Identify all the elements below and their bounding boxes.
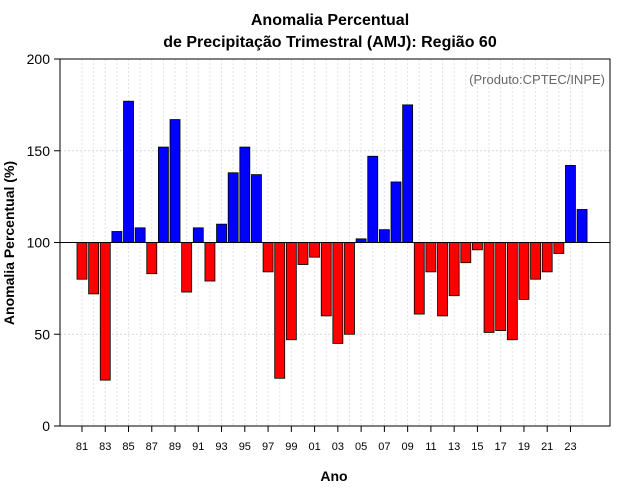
gridlines: [60, 58, 610, 427]
bar-11: [425, 242, 437, 273]
product-credit: (Produto:CPTEC/INPE): [469, 72, 605, 87]
bar-87: [146, 242, 158, 275]
x-tick-label: 03: [332, 441, 344, 453]
bar-93: [216, 223, 227, 243]
bar-07: [378, 229, 390, 243]
y-tick-label: 0: [42, 418, 50, 434]
y-tick-label: 150: [27, 143, 51, 159]
x-tick-label: 83: [99, 441, 111, 453]
bar-97: [262, 242, 274, 273]
bar-85: [123, 100, 134, 243]
bar-89: [169, 119, 181, 243]
bar-88: [158, 146, 169, 243]
x-tick-label: 87: [146, 441, 158, 453]
x-axis-label: Ano: [320, 468, 347, 484]
bar-91: [192, 227, 204, 243]
chart-title-line2: de Precipitação Trimestral (AMJ): Região…: [163, 34, 497, 51]
bar-84: [111, 231, 123, 243]
x-tick-label: 07: [378, 441, 390, 453]
bar-15: [472, 242, 483, 251]
bar-12: [437, 242, 448, 317]
x-tick-label: 99: [285, 441, 297, 453]
bar-94: [227, 172, 239, 243]
bar-21: [541, 242, 553, 273]
bar-95: [239, 146, 251, 243]
x-tick-label: 09: [402, 441, 414, 453]
bar-02: [320, 242, 332, 317]
bar-96: [251, 174, 262, 243]
bar-86: [134, 227, 146, 243]
x-tick-label: 93: [215, 441, 227, 453]
bar-04: [344, 242, 355, 335]
bar-82: [88, 242, 100, 295]
bar-14: [460, 242, 472, 264]
bar-06: [367, 155, 379, 243]
y-tick-label: 200: [27, 51, 51, 67]
x-tick-label: 95: [239, 441, 251, 453]
bar-92: [204, 242, 216, 282]
x-tick-label: 81: [76, 441, 88, 453]
bar-00: [297, 242, 309, 265]
y-axis-label: Anomalia Percentual (%): [1, 161, 17, 325]
x-tick-label: 01: [308, 441, 320, 453]
bar-23: [565, 165, 576, 243]
x-tick-label: 05: [355, 441, 367, 453]
bar-03: [332, 242, 344, 344]
bar-10: [413, 242, 425, 315]
x-tick-label: 89: [169, 441, 181, 453]
x-axis: 81 83 85 87 89 91 93 95 97 99 01 03 05 07 09 11 13 15 17 19…: [76, 426, 577, 453]
bar-08: [390, 181, 402, 243]
x-tick-label: 85: [122, 441, 134, 453]
bar-13: [448, 242, 460, 297]
bar-22: [553, 242, 565, 254]
bar-90: [181, 242, 193, 293]
x-tick-label: 11: [425, 441, 436, 453]
bar-17: [495, 242, 507, 331]
bar-99: [285, 242, 297, 341]
x-tick-label: 19: [518, 441, 530, 453]
y-tick-label: 50: [34, 326, 50, 342]
x-tick-label: 97: [262, 441, 274, 453]
bars: [76, 100, 588, 381]
bar-81: [76, 242, 88, 280]
bar-01: [309, 242, 321, 258]
bar-24: [576, 209, 588, 243]
bar-83: [99, 242, 111, 381]
bar-09: [402, 104, 414, 243]
y-axis: 0 50 100 150 200: [27, 51, 60, 434]
x-tick-label: 91: [192, 441, 204, 453]
bar-20: [530, 242, 541, 280]
y-tick-label: 100: [27, 235, 51, 251]
x-tick-label: 23: [564, 441, 576, 453]
bar-98: [274, 242, 286, 379]
x-tick-label: 21: [541, 441, 553, 453]
bar-18: [506, 242, 518, 341]
x-tick-label: 15: [471, 441, 483, 453]
bar-05: [355, 238, 367, 243]
bar-19: [518, 242, 530, 300]
x-tick-label: 17: [495, 441, 507, 453]
x-tick-label: 13: [448, 441, 460, 453]
chart-title-line1: Anomalia Percentual: [251, 12, 409, 29]
bar-16: [483, 242, 495, 333]
